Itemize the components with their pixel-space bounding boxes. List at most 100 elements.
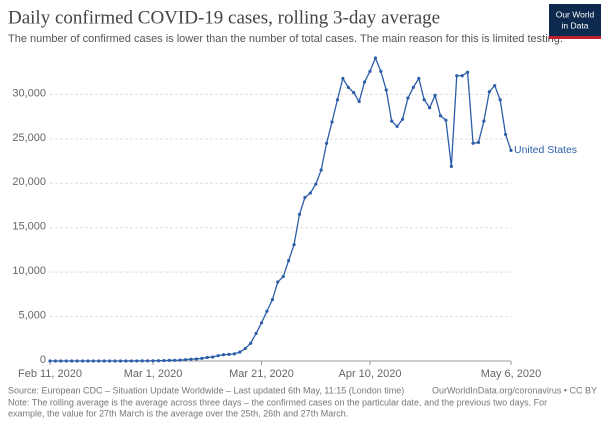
data-point	[129, 359, 133, 363]
url: OurWorldInData.org/coronavirus • CC BY	[432, 385, 597, 395]
data-point	[449, 164, 453, 169]
data-point	[292, 242, 296, 247]
data-point	[466, 70, 470, 74]
x-tick-label: Mar 1, 2020	[124, 368, 183, 380]
logo-text: Our World	[556, 9, 595, 19]
data-point	[249, 341, 253, 345]
y-tick-label: 10,000	[12, 265, 46, 277]
y-tick-label: 0	[40, 354, 46, 366]
data-point	[102, 359, 106, 363]
data-point	[444, 118, 448, 122]
data-point	[346, 85, 350, 89]
chart-title: Daily confirmed COVID-19 cases, rolling …	[8, 7, 440, 28]
data-point	[433, 93, 437, 97]
source: Source: European CDC – Situation Update …	[8, 385, 404, 395]
data-point	[91, 359, 95, 363]
data-point	[124, 359, 128, 363]
data-point	[303, 195, 307, 200]
data-point	[162, 358, 166, 363]
data-point	[411, 85, 415, 89]
data-point	[319, 168, 323, 172]
data-point	[325, 141, 329, 145]
data-point	[200, 356, 204, 360]
data-point	[384, 88, 388, 92]
data-point	[167, 358, 171, 362]
data-point	[59, 359, 63, 363]
data-point	[460, 74, 464, 78]
data-point	[211, 355, 215, 359]
data-point	[48, 359, 52, 363]
data-point	[254, 331, 258, 336]
data-point	[259, 321, 264, 325]
data-point	[113, 359, 117, 363]
data-point	[417, 76, 421, 81]
data-point	[422, 98, 426, 102]
y-tick-label: 20,000	[12, 176, 46, 188]
data-point	[270, 298, 274, 302]
data-point	[379, 69, 383, 73]
data-point	[341, 76, 345, 81]
x-tick-label: Feb 11, 2020	[18, 368, 82, 380]
data-point	[135, 359, 139, 363]
data-point	[390, 119, 394, 123]
data-point	[368, 69, 372, 73]
data-point	[140, 359, 144, 363]
data-point	[352, 91, 356, 95]
data-point	[287, 258, 291, 263]
data-point	[80, 359, 85, 363]
data-point	[64, 359, 68, 363]
data-point	[156, 359, 161, 363]
data-point	[455, 74, 459, 78]
data-point	[97, 359, 101, 363]
data-point	[438, 114, 443, 118]
data-point	[205, 355, 209, 360]
data-point	[428, 106, 432, 110]
y-tick-label: 15,000	[12, 221, 46, 233]
data-point	[86, 359, 90, 363]
data-point	[108, 359, 112, 363]
data-point	[476, 140, 481, 145]
data-point	[75, 359, 79, 363]
data-point	[70, 359, 74, 363]
series-label: United States	[514, 144, 577, 156]
data-point	[276, 280, 280, 284]
data-point	[335, 98, 340, 102]
data-point	[216, 354, 220, 358]
x-tick-label: May 6, 2020	[481, 368, 542, 380]
data-point	[183, 358, 188, 362]
data-point	[243, 346, 247, 351]
data-point	[118, 359, 123, 363]
data-point	[53, 359, 58, 363]
data-point	[178, 358, 182, 362]
data-point	[314, 182, 318, 186]
data-point	[194, 357, 199, 361]
data-point	[357, 99, 361, 104]
logo-underline	[549, 36, 601, 39]
data-point	[400, 117, 405, 121]
data-point	[146, 359, 150, 363]
series-line	[49, 56, 512, 362]
data-point	[151, 359, 155, 363]
data-point	[227, 352, 231, 356]
data-point	[173, 358, 177, 362]
data-point	[498, 98, 502, 102]
note: Note: The rolling average is the average…	[8, 397, 547, 407]
data-point	[330, 120, 334, 124]
logo-text: in Data	[562, 20, 589, 30]
data-point	[487, 90, 491, 94]
note: example, the value for 27th March is the…	[8, 408, 348, 418]
data-point	[232, 352, 236, 356]
y-tick-label: 30,000	[12, 87, 46, 99]
data-point	[373, 56, 378, 60]
data-point	[189, 357, 193, 361]
logo-box	[549, 4, 601, 38]
data-point	[509, 148, 513, 153]
data-point	[406, 96, 410, 100]
data-point	[281, 274, 285, 279]
data-point	[471, 141, 475, 145]
data-point	[238, 350, 242, 354]
data-point	[503, 132, 508, 137]
x-tick-label: Mar 21, 2020	[229, 368, 294, 380]
